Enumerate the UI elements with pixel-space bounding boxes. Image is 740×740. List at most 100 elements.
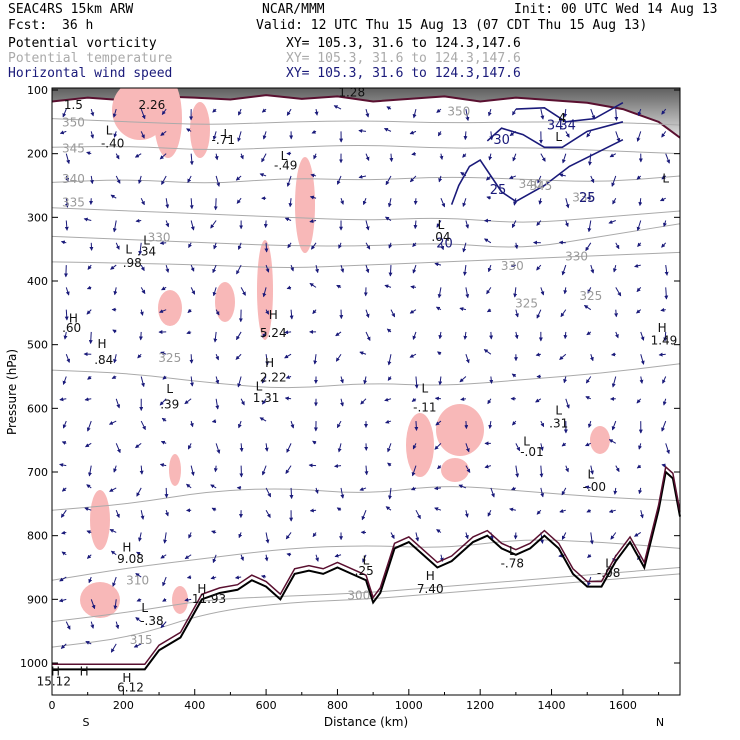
wind-vector [115, 398, 121, 409]
pv-extremum-value: -.11 [413, 401, 436, 415]
wind-vector [613, 487, 618, 495]
y-tick-label: 900 [27, 593, 48, 606]
wind-vector [540, 287, 545, 296]
wind-vector [240, 554, 244, 561]
wind-vector [536, 309, 542, 319]
wind-vector [265, 264, 270, 273]
wind-vector [384, 216, 392, 221]
x-tick-label: 600 [256, 699, 277, 712]
wind-vector [108, 420, 117, 425]
wind-vector [110, 264, 117, 270]
wind-vector [609, 153, 617, 158]
wind-vector [285, 375, 292, 379]
wind-vector [86, 285, 92, 290]
pv-high-marker: H [269, 308, 278, 322]
wind-vector [187, 443, 192, 450]
pv-patch [154, 88, 182, 158]
wind-vector [161, 108, 167, 116]
wind-vector [440, 198, 446, 208]
theta-label: 330 [148, 231, 171, 245]
wind-vector [387, 443, 392, 453]
wind-vector [315, 554, 319, 562]
wind-vector [565, 465, 569, 473]
wind-vector [215, 376, 220, 385]
wind-vector [512, 153, 517, 162]
wind-vector [160, 554, 167, 559]
wind-vector [536, 264, 542, 271]
pv-extremum-value: 5.24 [260, 326, 287, 340]
wind-vector [590, 175, 595, 184]
wind-vector [261, 574, 267, 579]
wind-vector [340, 198, 344, 205]
wind-vector [187, 175, 192, 184]
wind-vector [540, 153, 546, 162]
theta-label: 330 [501, 259, 524, 273]
wind-vector [236, 264, 242, 275]
wind-vector [662, 398, 667, 406]
wind-vector [264, 554, 269, 562]
pv-extremum-value: .84 [94, 353, 113, 367]
wind-vector [190, 465, 195, 477]
wind-vector [437, 351, 442, 356]
pv-low-marker: L [523, 434, 530, 448]
wind-vector [236, 331, 242, 341]
theta-contour-320 [52, 363, 680, 389]
wind-vector [488, 153, 493, 161]
wind-vector [115, 153, 120, 160]
wind-label: 30 [493, 133, 510, 148]
wind-vector [639, 376, 644, 384]
wind-vector [113, 287, 118, 296]
wind-vector [213, 331, 218, 343]
wind-vector [465, 443, 470, 453]
wind-vector [309, 219, 317, 224]
wind-vector [434, 396, 441, 401]
pv-extremum-value: 4 [558, 111, 566, 125]
wind-vector [284, 396, 292, 401]
wind-vector [663, 220, 667, 227]
wind-vector [486, 175, 492, 181]
wind-vector [637, 108, 642, 117]
wind-vector [63, 331, 68, 340]
wind-vector [611, 376, 617, 388]
pv-extremum-value: 1.28 [338, 85, 365, 99]
wind-vector [436, 108, 442, 113]
wind-vector [65, 287, 70, 296]
theta-label: 345 [529, 179, 552, 193]
wind-vector [85, 442, 92, 448]
wind-vector [486, 287, 492, 295]
pv-low-marker: L [438, 218, 445, 232]
wind-vector [486, 196, 492, 200]
y-tick-label: 700 [27, 466, 48, 479]
pv-extremum-value: 6.12 [117, 681, 144, 695]
wind-vector [59, 576, 67, 582]
pv-extremum-value: .04 [431, 230, 450, 244]
wind-vector [483, 349, 492, 355]
wind-vector [409, 175, 417, 183]
wind-vector [465, 465, 471, 473]
wind-vector [383, 128, 392, 132]
theta-label: 310 [126, 574, 149, 588]
wind-vector [88, 576, 93, 584]
wind-vector [636, 175, 642, 180]
wind-vector [659, 197, 666, 202]
wind-vector [510, 263, 516, 268]
wind-vector [85, 641, 92, 645]
wind-vector [535, 352, 541, 357]
wind-vector [489, 376, 494, 384]
wind-vector [160, 130, 167, 136]
wind-vector [638, 487, 643, 495]
wind-vector [589, 354, 594, 362]
wind-vector [336, 175, 342, 185]
wind-vector [365, 309, 370, 319]
wind-vector [537, 175, 542, 184]
wind-vector [462, 153, 467, 158]
wind-vector [560, 309, 567, 318]
fcst-value: 36 h [62, 18, 94, 33]
wind-vector [134, 153, 142, 158]
wind-vector [636, 464, 642, 469]
wind-vector [261, 108, 267, 113]
wind-vector [115, 242, 120, 250]
pv-extremum-value: -.49 [274, 159, 297, 173]
wind-vector [189, 198, 194, 210]
